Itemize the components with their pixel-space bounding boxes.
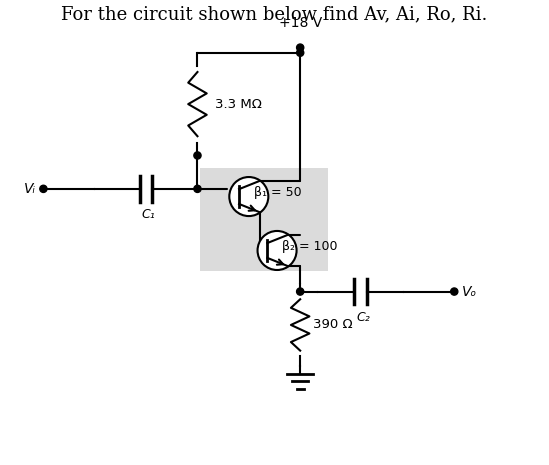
Text: C₁: C₁ bbox=[142, 208, 155, 221]
Circle shape bbox=[257, 231, 296, 270]
FancyBboxPatch shape bbox=[200, 168, 328, 271]
Text: +18 V: +18 V bbox=[278, 16, 322, 30]
Circle shape bbox=[296, 288, 304, 295]
Text: β₁ = 50: β₁ = 50 bbox=[254, 186, 301, 199]
Circle shape bbox=[296, 44, 304, 51]
Circle shape bbox=[296, 49, 304, 56]
Circle shape bbox=[451, 288, 458, 295]
Text: 3.3 MΩ: 3.3 MΩ bbox=[215, 98, 262, 111]
Text: C₂: C₂ bbox=[356, 311, 370, 324]
Circle shape bbox=[40, 185, 47, 193]
Circle shape bbox=[194, 185, 201, 193]
Text: For the circuit shown below find Av, Ai, Ro, Ri.: For the circuit shown below find Av, Ai,… bbox=[61, 5, 488, 23]
Text: Vᵢ: Vᵢ bbox=[24, 182, 36, 196]
Circle shape bbox=[229, 177, 268, 216]
Text: Vₒ: Vₒ bbox=[462, 285, 477, 299]
Text: β₂ = 100: β₂ = 100 bbox=[282, 240, 338, 253]
Circle shape bbox=[194, 152, 201, 159]
Text: 390 Ω: 390 Ω bbox=[313, 319, 352, 332]
